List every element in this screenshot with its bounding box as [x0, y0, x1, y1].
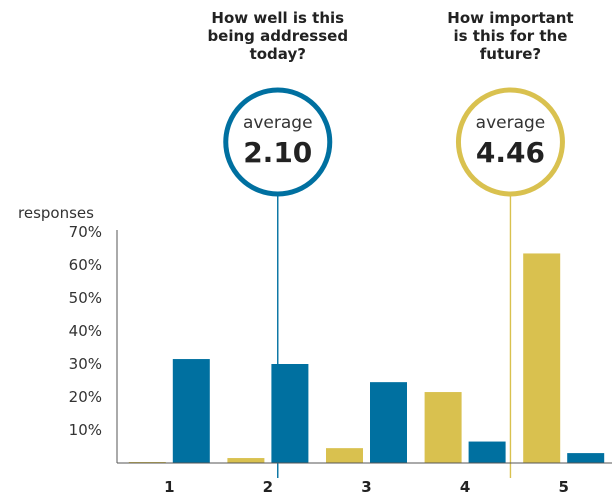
y-tick-label: 20% — [69, 388, 102, 406]
average-value-future: 4.46 — [476, 136, 545, 169]
bar-today-5 — [567, 453, 604, 463]
average-label-future: average — [476, 113, 546, 133]
y-tick-label: 40% — [69, 322, 102, 340]
bar-future-2 — [227, 458, 264, 463]
bars — [129, 253, 604, 463]
annotation-heading-today: How well is this — [211, 9, 344, 27]
bar-today-3 — [370, 382, 407, 463]
annotation-heading-today: today? — [250, 45, 306, 63]
y-tick-label: 30% — [69, 355, 102, 373]
y-tick-label: 50% — [69, 289, 102, 307]
y-axis-label: responses — [18, 204, 94, 222]
annotation-heading-future: future? — [480, 45, 541, 63]
bar-today-4 — [469, 442, 506, 463]
annotation-heading-future: is this for the — [454, 27, 568, 45]
bar-today-1 — [173, 359, 210, 463]
average-label-today: average — [243, 113, 313, 133]
bar-today-2 — [271, 364, 308, 463]
y-tick-labels: 10% 20% 30% 40% 50% 60% 70% — [69, 223, 102, 439]
annotation-heading-today: being addressed — [207, 27, 348, 45]
x-tick-label: 5 — [558, 478, 568, 496]
bar-future-5 — [523, 253, 560, 463]
bar-future-3 — [326, 448, 363, 463]
bar-future-4 — [425, 392, 462, 463]
x-tick-label: 4 — [460, 478, 470, 496]
x-tick-label: 3 — [361, 478, 371, 496]
y-tick-label: 70% — [69, 223, 102, 241]
annotation-heading-future: How important — [447, 9, 573, 27]
y-tick-label: 10% — [69, 421, 102, 439]
x-tick-labels: 1 2 3 4 5 — [164, 478, 569, 496]
average-value-today: 2.10 — [243, 136, 312, 169]
y-tick-label: 60% — [69, 256, 102, 274]
x-tick-label: 2 — [263, 478, 273, 496]
x-tick-label: 1 — [164, 478, 174, 496]
